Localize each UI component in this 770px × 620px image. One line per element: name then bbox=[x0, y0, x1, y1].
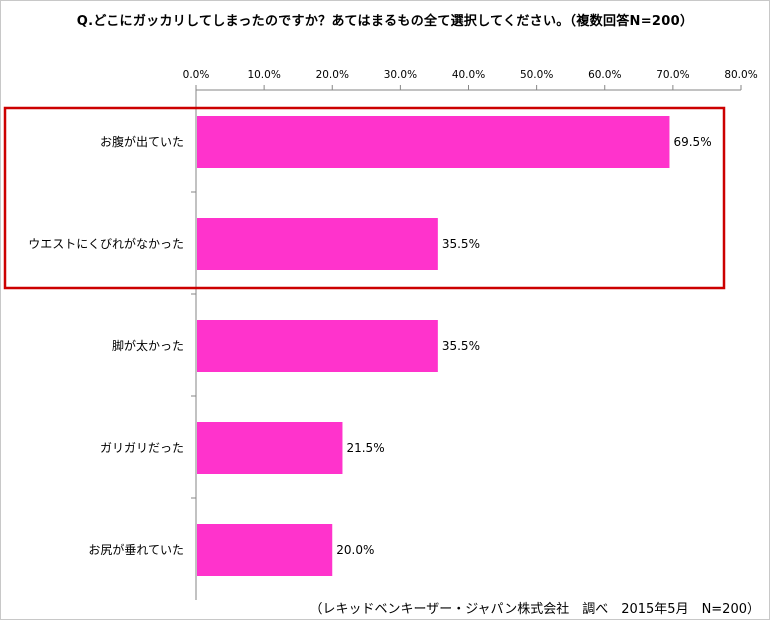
source-note: （レキッドベンキーザー・ジャパン株式会社 調べ 2015年5月 N=200） bbox=[309, 602, 760, 617]
x-tick-label: 30.0% bbox=[384, 69, 417, 81]
chart-title: Q.どこにガッカリしてしまったのですか？あてはまるもの全て選択してください。（複… bbox=[76, 14, 694, 29]
x-tick-label: 10.0% bbox=[247, 69, 280, 81]
category-label: お腹が出ていた bbox=[100, 134, 184, 149]
x-tick-label: 0.0% bbox=[183, 69, 210, 81]
bar bbox=[197, 422, 343, 474]
x-tick-label: 40.0% bbox=[452, 69, 485, 81]
bar bbox=[197, 524, 333, 576]
data-label: 35.5% bbox=[442, 339, 480, 353]
data-label: 35.5% bbox=[442, 237, 480, 251]
highlight-box bbox=[3, 106, 726, 290]
bar-chart: 0.0% 10.0% 20.0% 30.0% 40.0% 50.0% 60.0% 70.0% 8… bbox=[3, 69, 758, 600]
bar bbox=[197, 116, 670, 168]
data-labels: 69.5% 35.5% 35.5% 21.5% 20.0% bbox=[336, 135, 711, 557]
x-tick-label: 20.0% bbox=[316, 69, 349, 81]
x-tick-label: 60.0% bbox=[588, 69, 621, 81]
category-labels: お腹が出ていたウエストにくびれがなかった脚が太かったガリガリだったお尻が垂れてい… bbox=[28, 134, 184, 557]
bar bbox=[197, 218, 438, 270]
data-label: 21.5% bbox=[346, 441, 384, 455]
category-label: 脚が太かった bbox=[112, 338, 184, 353]
bar bbox=[197, 320, 438, 372]
data-label: 20.0% bbox=[336, 543, 374, 557]
bars bbox=[197, 116, 670, 576]
x-axis: 0.0% 10.0% 20.0% 30.0% 40.0% 50.0% 60.0% 70.0% 8… bbox=[183, 69, 758, 600]
category-label: ガリガリだった bbox=[100, 441, 184, 455]
x-tick-label: 50.0% bbox=[520, 69, 553, 81]
category-label: ウエストにくびれがなかった bbox=[28, 236, 184, 251]
data-label: 69.5% bbox=[673, 135, 711, 149]
category-label: お尻が垂れていた bbox=[88, 542, 184, 557]
x-tick-label: 70.0% bbox=[656, 69, 689, 81]
x-tick-label: 80.0% bbox=[724, 69, 757, 81]
